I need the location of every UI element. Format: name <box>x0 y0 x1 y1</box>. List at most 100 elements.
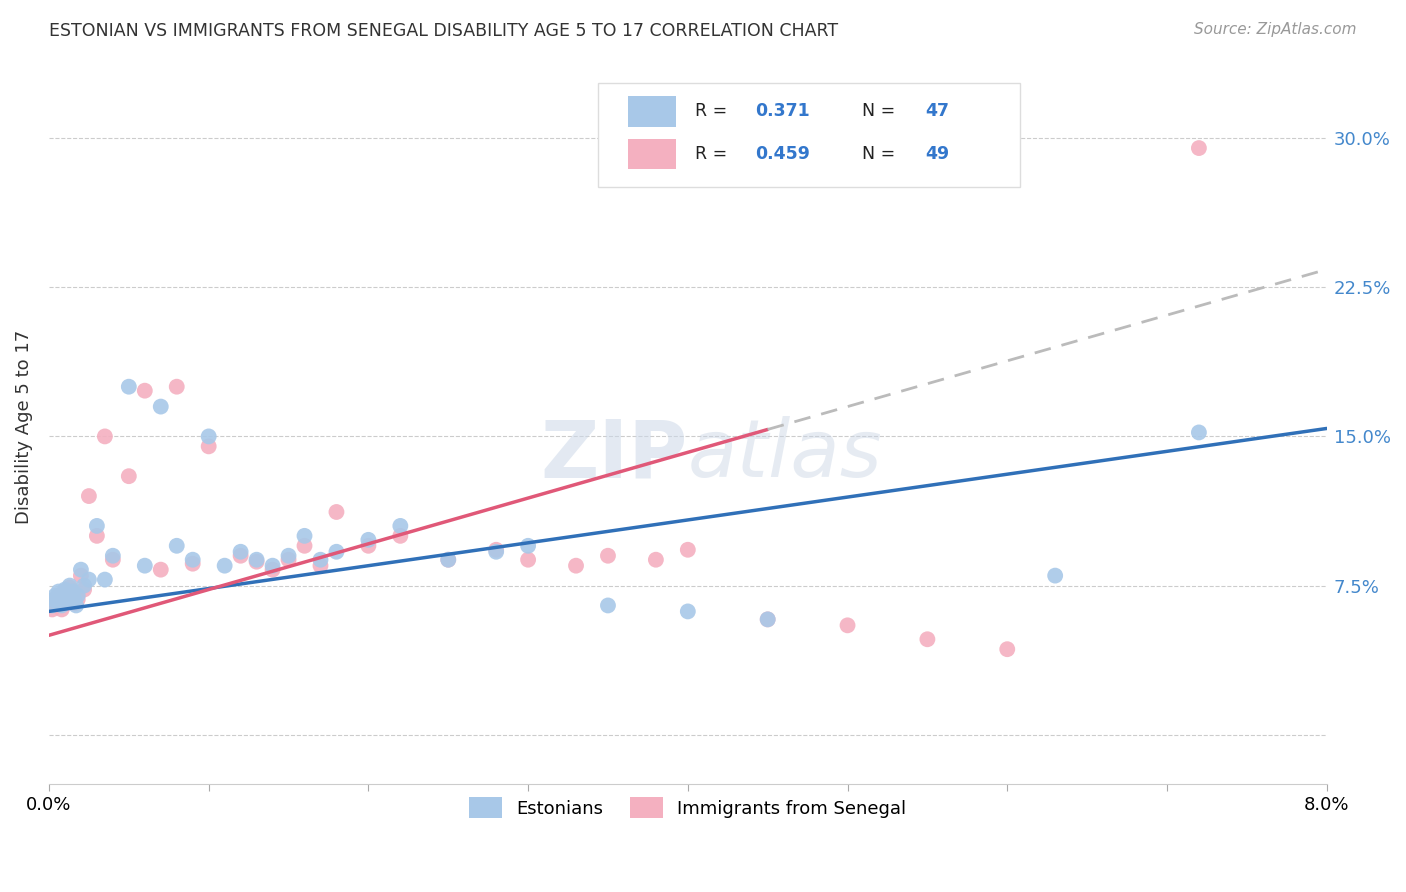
Point <box>56 589 79 603</box>
Point <box>66 592 89 607</box>
Point <box>644 552 666 566</box>
Point <box>676 604 699 618</box>
Point <box>41 602 63 616</box>
Point <box>149 563 172 577</box>
Point <box>596 549 619 563</box>
Point <box>596 599 619 613</box>
Text: R =: R = <box>696 103 734 120</box>
Point <box>357 533 380 547</box>
Bar <box>627 139 676 169</box>
Point <box>565 558 588 573</box>
Point <box>262 563 284 577</box>
Point <box>86 519 108 533</box>
Point <box>94 429 117 443</box>
Point <box>1188 141 1211 155</box>
Point <box>49 592 72 607</box>
Point <box>62 589 84 603</box>
Point <box>134 558 156 573</box>
Bar <box>627 96 676 127</box>
Point <box>517 539 540 553</box>
Point <box>294 529 316 543</box>
Point <box>42 597 65 611</box>
Point <box>149 400 172 414</box>
Point <box>51 602 73 616</box>
Point <box>94 573 117 587</box>
Text: 47: 47 <box>925 103 949 120</box>
Point <box>917 632 939 647</box>
Point <box>134 384 156 398</box>
Point <box>389 529 412 543</box>
Point <box>181 552 204 566</box>
Text: R =: R = <box>696 145 734 163</box>
Text: ZIP: ZIP <box>540 416 688 494</box>
Point <box>517 552 540 566</box>
Text: 49: 49 <box>925 145 949 163</box>
Point <box>309 558 332 573</box>
Point <box>52 591 75 605</box>
Point <box>437 552 460 566</box>
Point <box>1043 568 1066 582</box>
Point <box>485 545 508 559</box>
Point <box>246 555 269 569</box>
Point <box>55 592 77 607</box>
Point <box>77 573 100 587</box>
Point <box>62 584 84 599</box>
Point <box>70 568 93 582</box>
Point <box>229 549 252 563</box>
Point <box>181 557 204 571</box>
Point <box>485 542 508 557</box>
Point <box>60 592 83 607</box>
Point <box>294 539 316 553</box>
Point <box>63 592 86 607</box>
Point <box>41 599 63 613</box>
Point <box>229 545 252 559</box>
Text: N =: N = <box>862 103 900 120</box>
Point <box>676 542 699 557</box>
Text: ESTONIAN VS IMMIGRANTS FROM SENEGAL DISABILITY AGE 5 TO 17 CORRELATION CHART: ESTONIAN VS IMMIGRANTS FROM SENEGAL DISA… <box>49 22 838 40</box>
Point <box>51 599 73 613</box>
Point <box>60 589 83 603</box>
Point <box>437 552 460 566</box>
Point <box>59 581 82 595</box>
Point <box>53 584 76 599</box>
Point <box>197 439 219 453</box>
Point <box>101 552 124 566</box>
Point <box>357 539 380 553</box>
FancyBboxPatch shape <box>599 83 1019 186</box>
Point <box>66 589 89 603</box>
Point <box>166 539 188 553</box>
Point <box>118 380 141 394</box>
Point <box>995 642 1018 657</box>
Point <box>389 519 412 533</box>
Point <box>73 578 96 592</box>
Point <box>46 594 69 608</box>
Y-axis label: Disability Age 5 to 17: Disability Age 5 to 17 <box>15 329 32 524</box>
Text: N =: N = <box>862 145 900 163</box>
Text: Source: ZipAtlas.com: Source: ZipAtlas.com <box>1194 22 1357 37</box>
Point <box>277 552 299 566</box>
Point <box>65 599 87 613</box>
Text: 0.459: 0.459 <box>755 145 810 163</box>
Point <box>70 563 93 577</box>
Point <box>325 505 347 519</box>
Point <box>44 592 66 607</box>
Point <box>101 549 124 563</box>
Point <box>46 599 69 613</box>
Point <box>325 545 347 559</box>
Text: atlas: atlas <box>688 416 883 494</box>
Point <box>118 469 141 483</box>
Point <box>277 549 299 563</box>
Point <box>166 380 188 394</box>
Point <box>56 586 79 600</box>
Point <box>44 589 66 603</box>
Point <box>49 594 72 608</box>
Legend: Estonians, Immigrants from Senegal: Estonians, Immigrants from Senegal <box>463 790 914 825</box>
Point <box>59 578 82 592</box>
Point <box>246 552 269 566</box>
Point <box>1188 425 1211 440</box>
Point <box>214 558 236 573</box>
Point <box>86 529 108 543</box>
Point <box>262 558 284 573</box>
Point <box>197 429 219 443</box>
Point <box>73 582 96 597</box>
